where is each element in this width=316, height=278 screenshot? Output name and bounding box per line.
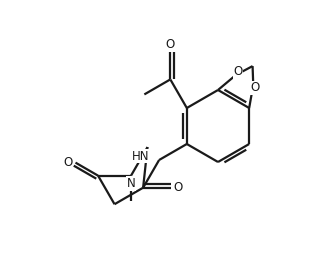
Text: O: O — [166, 38, 175, 51]
Text: O: O — [233, 65, 243, 78]
Text: O: O — [173, 181, 183, 194]
Text: O: O — [63, 156, 72, 169]
Text: N: N — [127, 177, 136, 190]
Text: HN: HN — [131, 150, 149, 163]
Text: O: O — [251, 81, 260, 95]
